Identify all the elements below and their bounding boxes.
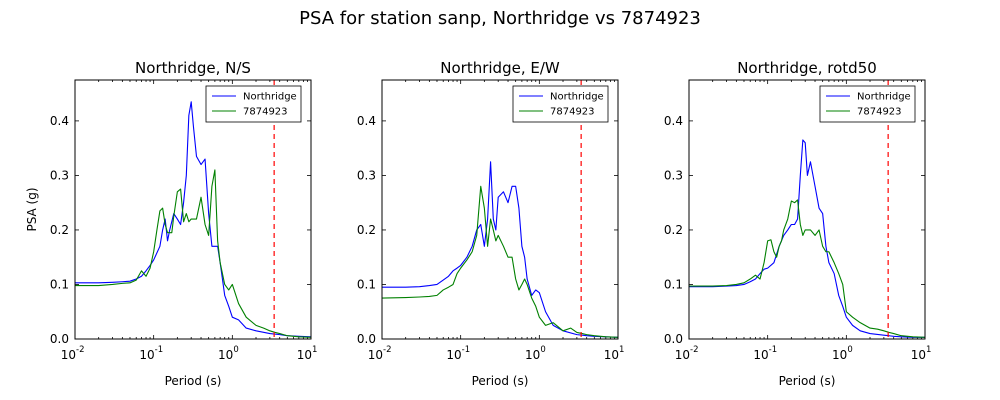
x-tick-exponent: 0 — [847, 345, 852, 355]
panel-title: Northridge, rotd50 — [737, 59, 877, 77]
legend-box — [512, 85, 609, 123]
x-tick-label: 10 -2 — [61, 345, 85, 362]
legend-label: Northridge — [550, 92, 604, 103]
legend-label: Northridge — [243, 92, 297, 103]
x-tick-label: 10 1 — [297, 345, 318, 362]
y-tick-label: 0.4 — [664, 114, 683, 128]
y-tick-label: 0.3 — [357, 168, 376, 182]
series-line-7874923 — [689, 199, 925, 338]
panels: Northridge, N/S10 -2 10 -1 10 0 10 10.00.10.20.… — [25, 59, 931, 388]
x-tick-label: 10 0 — [525, 345, 546, 362]
plot-frame — [381, 79, 619, 340]
legend-label: 7874923 — [550, 107, 595, 118]
x-tick-label: 10 0 — [832, 345, 853, 362]
x-axis-label: Period (s) — [472, 374, 529, 388]
plot-frame — [74, 79, 312, 340]
x-tick-label: 10 -1 — [139, 345, 163, 362]
panel-title: Northridge, E/W — [440, 59, 560, 77]
legend-box — [819, 85, 916, 123]
y-tick-label: 0.1 — [357, 277, 376, 291]
x-tick-base: 10 — [297, 348, 312, 362]
y-tick-label: 0.2 — [50, 223, 69, 237]
legend: Northridge 7874923 — [819, 85, 916, 123]
y-tick-label: 0.0 — [664, 332, 683, 346]
series-line-7874923 — [382, 185, 618, 338]
legend-label: 7874923 — [243, 107, 288, 118]
x-tick-base: 10 — [368, 348, 383, 362]
x-tick-exponent: -1 — [769, 345, 777, 355]
x-tick-label: 10 0 — [218, 345, 239, 362]
x-tick-label: 10 -2 — [675, 345, 699, 362]
x-tick-base: 10 — [832, 348, 847, 362]
y-tick-label: 0.2 — [357, 223, 376, 237]
y-tick-label: 0.1 — [664, 277, 683, 291]
x-tick-base: 10 — [61, 348, 76, 362]
x-tick-label: 10 -2 — [368, 345, 392, 362]
figure-title: PSA for station sanp, Northridge vs 7874… — [299, 8, 701, 29]
legend-label: 7874923 — [857, 107, 902, 118]
x-tick-exponent: -1 — [155, 345, 163, 355]
x-axis-label: Period (s) — [165, 374, 222, 388]
x-tick-exponent: -1 — [462, 345, 470, 355]
y-tick-label: 0.2 — [664, 223, 683, 237]
x-tick-base: 10 — [139, 348, 154, 362]
legend-label: Northridge — [857, 92, 911, 103]
y-tick-label: 0.4 — [50, 114, 69, 128]
series-line-northridge — [75, 101, 311, 338]
y-tick-label: 0.4 — [357, 114, 376, 128]
x-tick-exponent: 0 — [233, 345, 238, 355]
x-tick-base: 10 — [675, 348, 690, 362]
x-tick-base: 10 — [753, 348, 768, 362]
x-tick-exponent: 1 — [926, 345, 931, 355]
chart-panel-1: Northridge, N/S10 -2 10 -1 10 0 10 10.00.10.20.… — [25, 59, 317, 388]
x-tick-exponent: 0 — [540, 345, 545, 355]
y-tick-label: 0.3 — [664, 168, 683, 182]
y-tick-label: 0.0 — [357, 332, 376, 346]
x-tick-base: 10 — [525, 348, 540, 362]
series-line-7874923 — [75, 169, 311, 338]
chart-panel-2: Northridge, E/W10 -2 10 -1 10 0 10 10.00.10.20.… — [357, 59, 625, 388]
plot-frame — [688, 79, 926, 340]
legend: Northridge 7874923 — [512, 85, 609, 123]
y-tick-label: 0.1 — [50, 277, 69, 291]
series-line-northridge — [689, 139, 925, 338]
x-tick-label: 10 -1 — [446, 345, 470, 362]
x-tick-exponent: -2 — [690, 345, 698, 355]
legend-box — [205, 85, 302, 123]
x-axis-label: Period (s) — [779, 374, 836, 388]
y-axis-label: PSA (g) — [25, 187, 39, 231]
x-tick-base: 10 — [911, 348, 926, 362]
y-tick-label: 0.0 — [50, 332, 69, 346]
x-tick-exponent: -2 — [76, 345, 84, 355]
y-tick-label: 0.3 — [50, 168, 69, 182]
x-tick-base: 10 — [446, 348, 461, 362]
series-line-northridge — [382, 161, 618, 338]
legend: Northridge 7874923 — [205, 85, 302, 123]
x-tick-base: 10 — [218, 348, 233, 362]
x-tick-exponent: 1 — [619, 345, 624, 355]
x-tick-exponent: 1 — [312, 345, 317, 355]
x-tick-exponent: -2 — [383, 345, 391, 355]
panel-title: Northridge, N/S — [135, 59, 251, 77]
x-tick-label: 10 1 — [911, 345, 932, 362]
x-tick-label: 10 1 — [604, 345, 625, 362]
x-tick-label: 10 -1 — [753, 345, 777, 362]
x-tick-base: 10 — [604, 348, 619, 362]
